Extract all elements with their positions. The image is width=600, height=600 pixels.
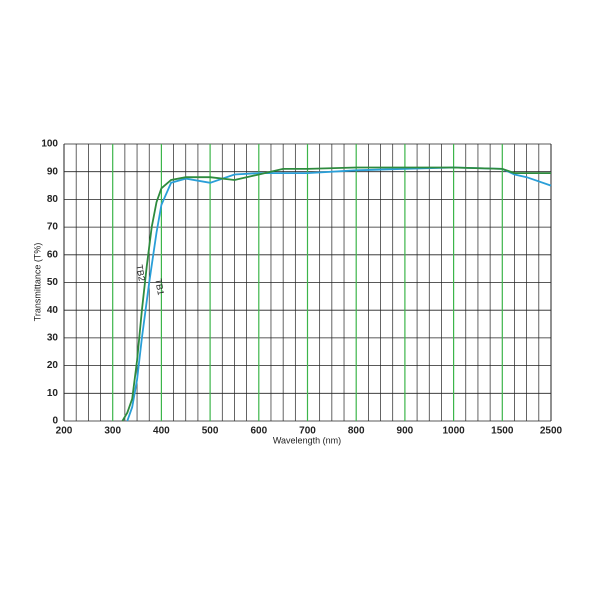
y-tick-label: 90 <box>47 166 59 177</box>
series-line <box>121 166 551 422</box>
y-tick-label: 60 <box>47 249 59 260</box>
x-tick-label: 900 <box>397 426 414 437</box>
y-tick-label: 20 <box>47 360 59 371</box>
x-tick-label: 400 <box>153 426 170 437</box>
x-tick-label: 500 <box>202 426 219 437</box>
x-axis-title: Wavelength (nm) <box>273 435 341 445</box>
series-line <box>126 166 552 422</box>
y-tick-label: 50 <box>47 277 59 288</box>
y-tick-label: 0 <box>52 416 58 427</box>
y-axis-title: Transmittance (T%) <box>32 243 42 322</box>
x-tick-label: 800 <box>348 426 365 437</box>
x-tick-label: 600 <box>250 426 267 437</box>
series-label: TB1 <box>153 278 166 296</box>
y-tick-label: 100 <box>41 139 58 150</box>
x-tick-label: 1500 <box>491 426 514 437</box>
x-tick-label: 700 <box>299 426 316 437</box>
x-tick-label: 300 <box>104 426 121 437</box>
y-tick-label: 40 <box>47 305 59 316</box>
y-tick-label: 10 <box>47 388 59 399</box>
y-tick-label: 80 <box>47 194 59 205</box>
x-tick-label: 1000 <box>442 426 465 437</box>
x-tick-label: 200 <box>56 426 73 437</box>
x-tick-label: 2500 <box>540 426 563 437</box>
y-tick-label: 30 <box>47 333 59 344</box>
series-label: TB2 <box>134 264 147 282</box>
y-tick-label: 70 <box>47 222 59 233</box>
